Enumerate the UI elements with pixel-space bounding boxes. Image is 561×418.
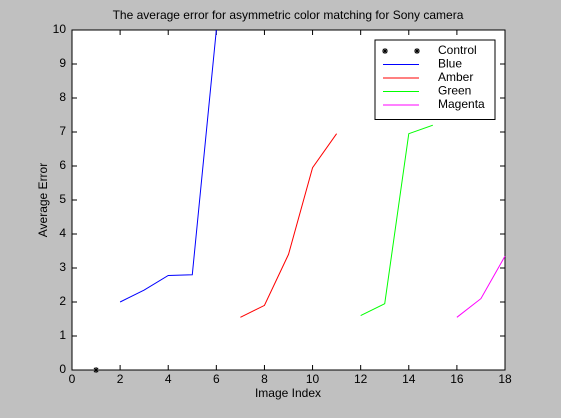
y-axis-label: Average Error — [36, 163, 50, 237]
legend-label: Blue — [438, 57, 462, 71]
legend-marker — [382, 48, 420, 54]
data-line — [360, 124, 433, 317]
x-tick-label: 0 — [69, 372, 76, 386]
x-tick-label: 16 — [450, 372, 464, 386]
legend-label: Amber — [438, 70, 473, 84]
y-tick-label: 1 — [59, 328, 66, 342]
y-tick-label: 7 — [59, 124, 66, 138]
x-tick-label: 18 — [498, 372, 512, 386]
y-tick-label: 6 — [59, 158, 66, 172]
legend-label: Magenta — [438, 97, 485, 111]
y-tick-label: 2 — [59, 294, 66, 308]
x-axis-label: Image Index — [255, 386, 321, 400]
x-tick-label: 10 — [306, 372, 320, 386]
y-tick-label: 0 — [59, 362, 66, 376]
x-tick-label: 6 — [213, 372, 220, 386]
x-tick-label: 4 — [165, 372, 172, 386]
legend-label: Green — [438, 84, 471, 98]
x-tick-label: 12 — [354, 372, 368, 386]
x-tick-label: 14 — [402, 372, 416, 386]
x-tick-label: 2 — [117, 372, 124, 386]
data-line — [240, 133, 338, 318]
legend-box — [374, 39, 496, 120]
y-tick-label: 9 — [59, 56, 66, 70]
y-tick-label: 10 — [53, 22, 67, 36]
data-line — [456, 255, 506, 318]
y-tick-label: 8 — [59, 90, 66, 104]
data-line — [119, 29, 217, 303]
y-tick-label: 3 — [59, 260, 66, 274]
legend-label: Control — [438, 43, 477, 57]
x-tick-label: 8 — [261, 372, 268, 386]
y-tick-label: 5 — [59, 192, 66, 206]
marker — [93, 367, 100, 373]
y-tick-label: 4 — [59, 226, 66, 240]
chart-title: The average error for asymmetric color m… — [113, 8, 464, 22]
